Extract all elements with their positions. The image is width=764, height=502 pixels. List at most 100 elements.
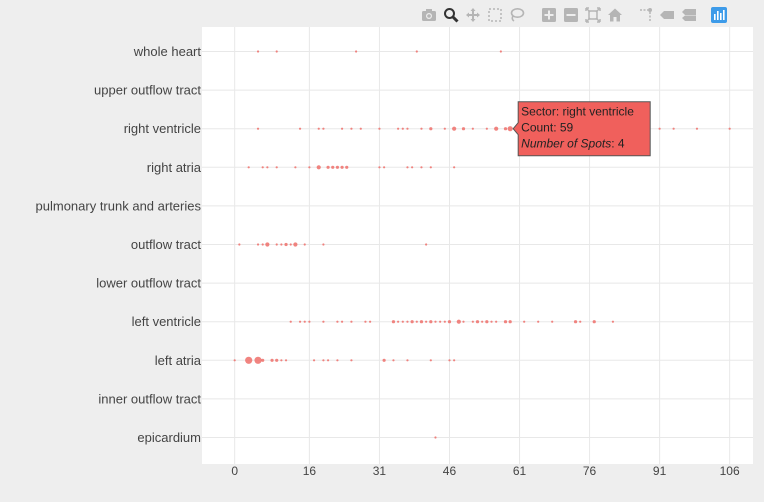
data-point[interactable] xyxy=(298,127,302,130)
data-point[interactable] xyxy=(429,166,432,169)
data-point[interactable] xyxy=(382,358,386,362)
data-point[interactable] xyxy=(448,359,451,362)
data-point[interactable] xyxy=(303,243,306,246)
hover-compare-button[interactable] xyxy=(678,4,700,26)
data-point[interactable] xyxy=(415,320,418,323)
data-point[interactable] xyxy=(443,127,446,130)
data-point[interactable] xyxy=(499,50,502,53)
data-point[interactable] xyxy=(397,320,400,323)
data-point[interactable] xyxy=(322,320,325,323)
data-point[interactable] xyxy=(261,358,265,362)
data-point[interactable] xyxy=(551,320,554,323)
data-point[interactable] xyxy=(410,320,414,324)
data-point[interactable] xyxy=(494,126,499,131)
data-point[interactable] xyxy=(507,126,513,132)
box-select-button[interactable] xyxy=(484,4,506,26)
data-point[interactable] xyxy=(447,320,452,324)
data-point[interactable] xyxy=(537,320,540,323)
data-point[interactable] xyxy=(728,127,731,130)
data-point[interactable] xyxy=(471,127,474,130)
data-point[interactable] xyxy=(695,127,699,130)
lasso-select-button[interactable] xyxy=(506,4,528,26)
data-point[interactable] xyxy=(378,127,381,130)
data-point[interactable] xyxy=(481,320,484,323)
data-point[interactable] xyxy=(420,166,423,169)
data-point[interactable] xyxy=(345,165,349,169)
data-point[interactable] xyxy=(429,320,433,324)
data-point[interactable] xyxy=(429,359,432,362)
zoom-out-button[interactable] xyxy=(560,4,582,26)
data-point[interactable] xyxy=(254,356,262,364)
data-point[interactable] xyxy=(453,359,456,362)
data-point[interactable] xyxy=(284,242,288,247)
data-point[interactable] xyxy=(275,166,278,169)
data-point[interactable] xyxy=(434,436,437,439)
data-point[interactable] xyxy=(495,320,498,323)
hover-closest-button[interactable] xyxy=(656,4,678,26)
data-point[interactable] xyxy=(672,127,675,130)
spike-lines-button[interactable] xyxy=(634,4,656,26)
data-point[interactable] xyxy=(406,359,409,362)
data-point[interactable] xyxy=(411,166,414,169)
data-point[interactable] xyxy=(350,127,353,130)
data-point[interactable] xyxy=(312,359,316,362)
data-point[interactable] xyxy=(443,320,446,323)
data-point[interactable] xyxy=(245,356,253,364)
data-point[interactable] xyxy=(456,319,461,324)
data-point[interactable] xyxy=(354,50,358,53)
data-point[interactable] xyxy=(406,320,409,323)
data-point[interactable] xyxy=(369,320,372,323)
data-point[interactable] xyxy=(425,320,428,323)
data-point[interactable] xyxy=(298,320,302,323)
plotly-logo-button[interactable] xyxy=(708,4,730,26)
data-point[interactable] xyxy=(322,127,325,130)
data-point[interactable] xyxy=(265,242,270,247)
data-point[interactable] xyxy=(331,165,335,169)
data-point[interactable] xyxy=(401,320,404,323)
data-point[interactable] xyxy=(453,166,456,169)
data-point[interactable] xyxy=(419,320,424,324)
data-point[interactable] xyxy=(256,127,260,130)
data-point[interactable] xyxy=(266,166,269,169)
data-point[interactable] xyxy=(503,320,508,324)
data-point[interactable] xyxy=(392,359,395,362)
data-point[interactable] xyxy=(350,320,353,323)
data-point[interactable] xyxy=(406,166,409,169)
data-point[interactable] xyxy=(401,127,404,130)
data-point[interactable] xyxy=(391,320,396,324)
data-point[interactable] xyxy=(261,166,264,169)
data-point[interactable] xyxy=(340,127,344,130)
data-point[interactable] xyxy=(280,243,283,246)
data-point[interactable] xyxy=(383,166,386,169)
data-point[interactable] xyxy=(425,243,428,246)
camera-button[interactable] xyxy=(418,4,440,26)
data-point[interactable] xyxy=(523,320,526,323)
data-point[interactable] xyxy=(429,127,433,131)
pan-button[interactable] xyxy=(462,4,484,26)
data-point[interactable] xyxy=(261,243,264,246)
data-point[interactable] xyxy=(420,127,423,130)
data-point[interactable] xyxy=(308,166,311,169)
data-point[interactable] xyxy=(462,320,465,323)
data-point[interactable] xyxy=(340,320,344,323)
data-point[interactable] xyxy=(336,359,339,362)
data-point[interactable] xyxy=(294,166,297,169)
data-point[interactable] xyxy=(406,127,409,130)
data-point[interactable] xyxy=(303,320,306,323)
data-point[interactable] xyxy=(397,127,400,130)
data-point[interactable] xyxy=(256,50,260,53)
data-point[interactable] xyxy=(359,127,362,130)
data-point[interactable] xyxy=(485,127,488,130)
data-point[interactable] xyxy=(233,359,236,362)
data-point[interactable] xyxy=(658,127,661,130)
data-point[interactable] xyxy=(336,320,339,323)
data-point[interactable] xyxy=(308,320,311,323)
data-point[interactable] xyxy=(317,127,320,130)
data-point[interactable] xyxy=(592,320,596,324)
data-point[interactable] xyxy=(471,320,474,323)
data-point[interactable] xyxy=(284,359,288,362)
data-point[interactable] xyxy=(335,165,340,169)
reset-axes-button[interactable] xyxy=(604,4,626,26)
data-point[interactable] xyxy=(350,359,353,362)
data-point[interactable] xyxy=(247,166,250,169)
